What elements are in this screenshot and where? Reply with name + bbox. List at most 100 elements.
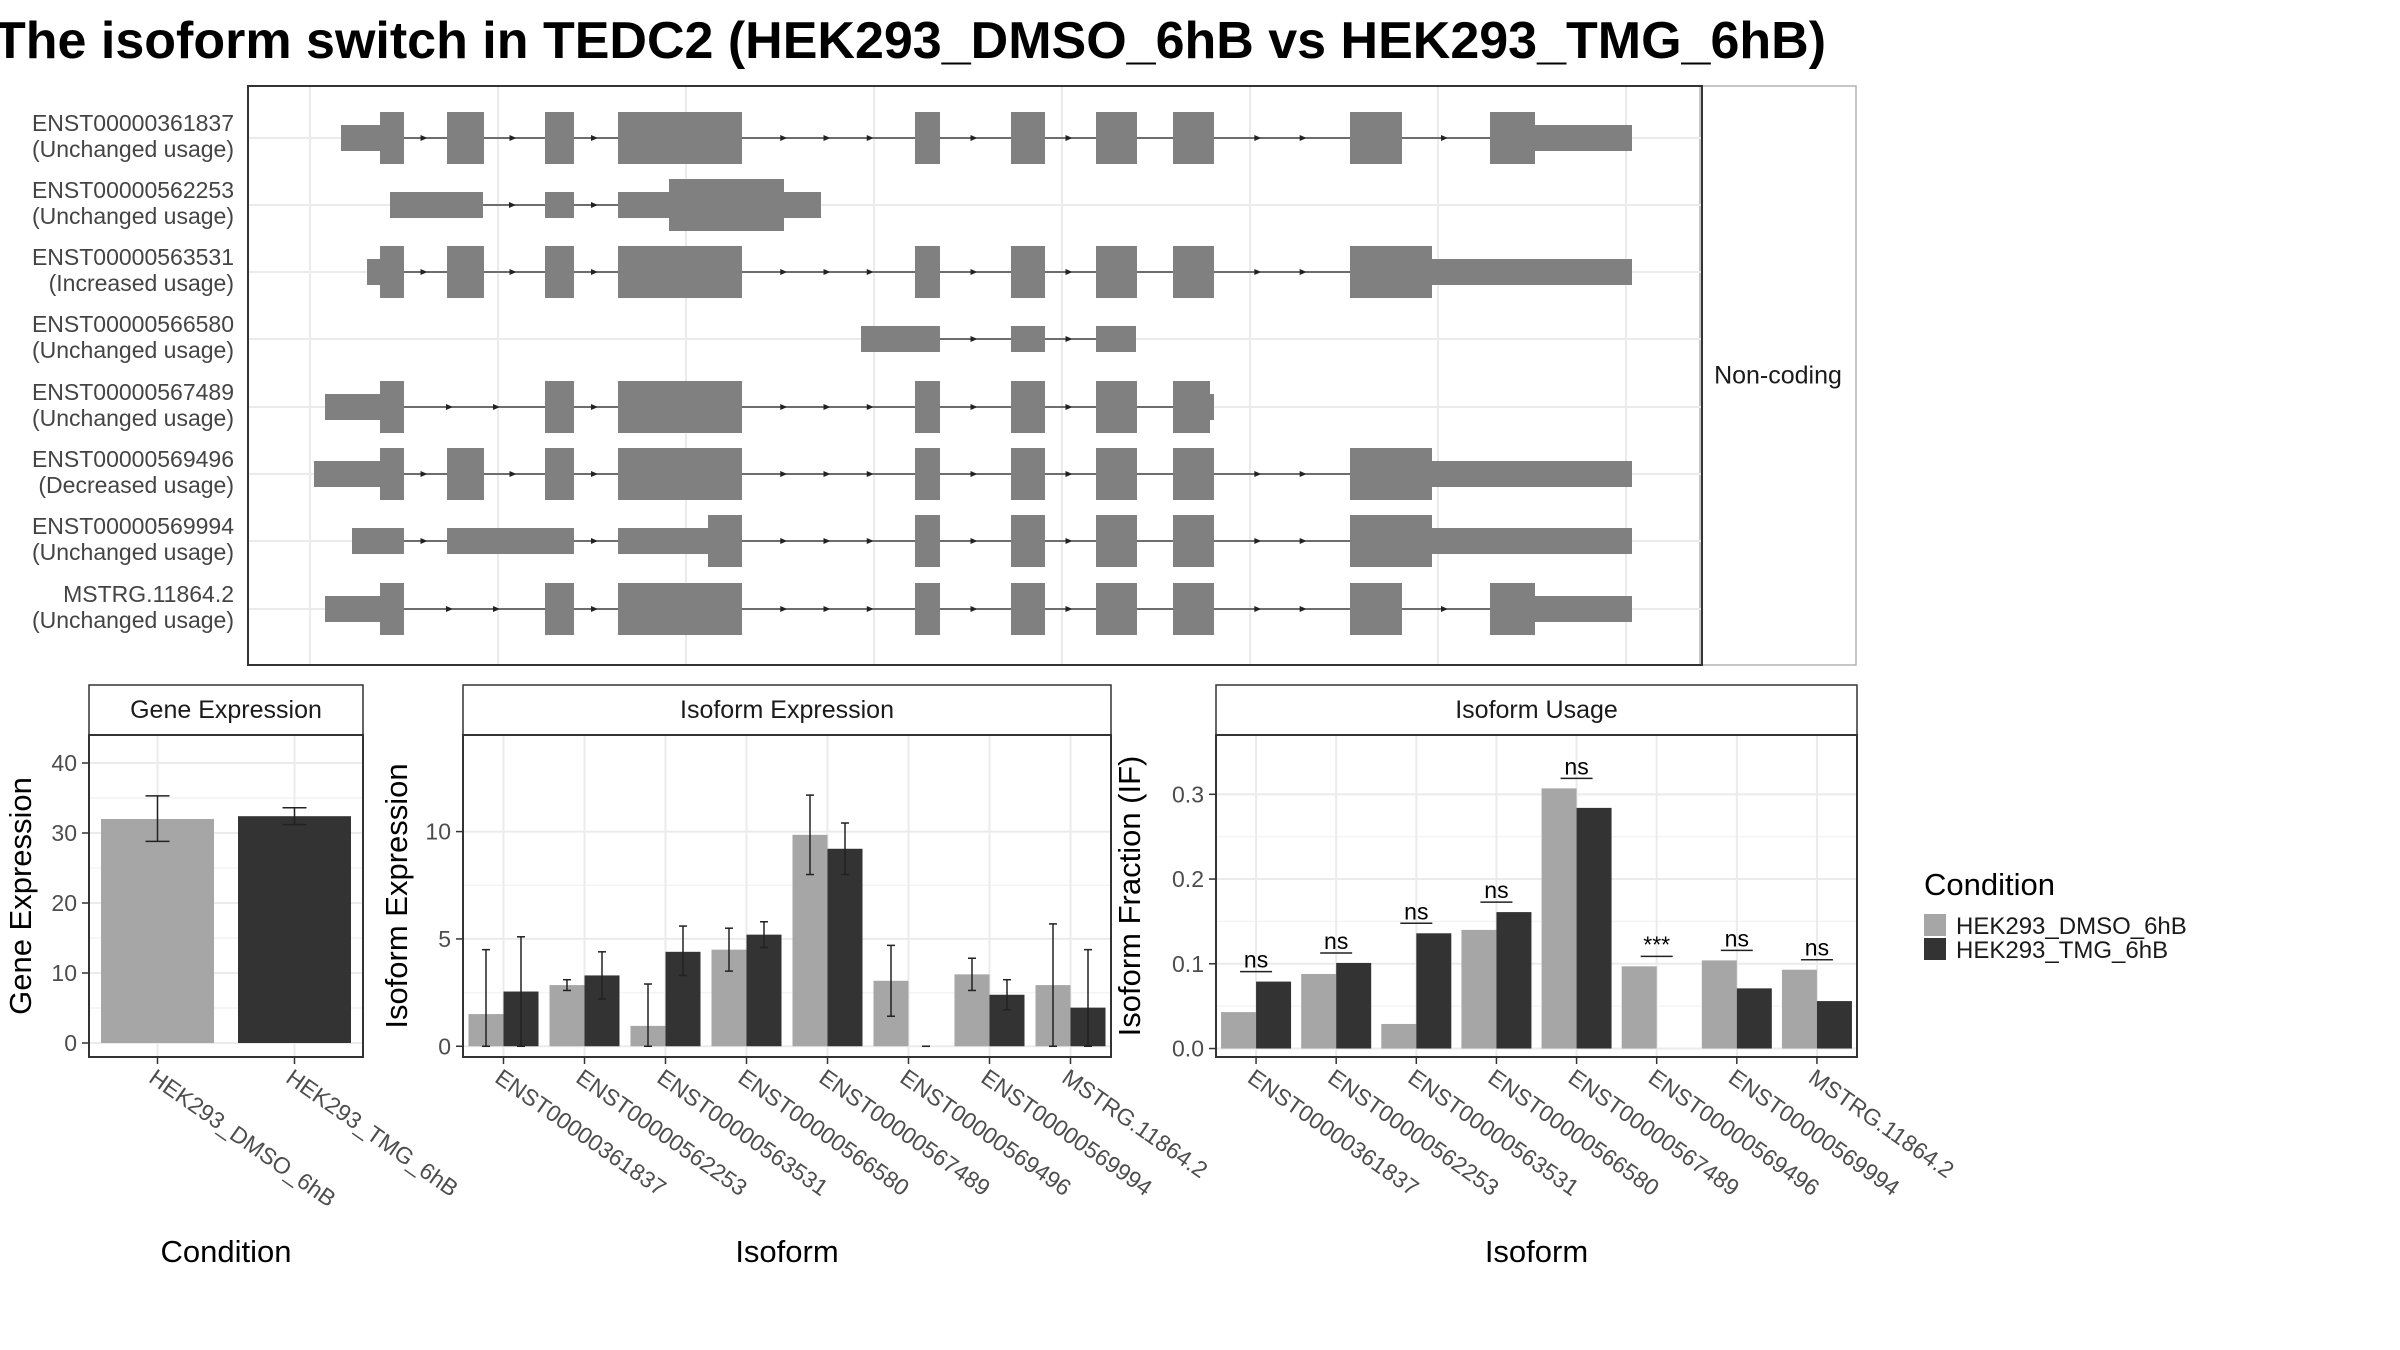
- intron-arrow: [780, 538, 788, 544]
- exon-block: [380, 381, 404, 433]
- y-tick-label: 20: [51, 890, 77, 916]
- exon-block: [618, 448, 742, 500]
- exon-block: [618, 583, 742, 635]
- transcript-id-label: ENST00000566580: [32, 311, 234, 337]
- intron-arrow: [866, 538, 874, 544]
- exon-block: [1011, 112, 1045, 164]
- exon-block: [341, 125, 380, 151]
- transcript-id-label: ENST00000569496: [32, 446, 234, 472]
- transcript-status-label: (Unchanged usage): [32, 607, 234, 633]
- exon-block: [1173, 246, 1214, 298]
- significance-label: ns: [1324, 928, 1348, 954]
- panel-strip: [88, 684, 364, 736]
- intron-arrow: [823, 404, 831, 410]
- bar: [1221, 1012, 1257, 1049]
- exon-block: [447, 112, 484, 164]
- panel-strip-title: Isoform Expression: [680, 696, 894, 724]
- figure-title: The isoform switch in TEDC2 (HEK293_DMSO…: [0, 12, 1826, 70]
- intron-arrow: [866, 606, 874, 612]
- intron-arrow: [1441, 606, 1448, 612]
- transcript-id-label: ENST00000569994: [32, 513, 234, 539]
- intron-arrow: [420, 135, 428, 141]
- intron-arrow: [970, 471, 978, 477]
- exon-block: [1096, 112, 1137, 164]
- bar: [1461, 929, 1497, 1049]
- bar: [1416, 933, 1452, 1049]
- intron-arrow: [591, 269, 598, 275]
- intron-arrow: [866, 404, 874, 410]
- exon-block: [447, 448, 484, 500]
- x-axis-title: Isoform: [1485, 1234, 1588, 1269]
- isoform-usage-panel: Isoform Usage0.00.10.20.3nsENST000003618…: [1112, 684, 1959, 1269]
- panel-strip-title: Gene Expression: [130, 696, 322, 724]
- y-tick-label: 0.3: [1172, 781, 1204, 807]
- exon-block: [1173, 515, 1214, 567]
- panel-border: [462, 734, 1112, 1058]
- y-tick-label: 5: [438, 926, 451, 952]
- exon-block: [618, 381, 742, 433]
- exon-block: [1011, 583, 1045, 635]
- y-tick-label: 0.1: [1172, 951, 1204, 977]
- exon-block: [1210, 394, 1214, 420]
- legend-label-tmg: HEK293_TMG_6hB: [1956, 937, 2168, 964]
- bar: [238, 816, 351, 1043]
- exon-block: [1096, 583, 1137, 635]
- panel-strip-title: Isoform Usage: [1455, 696, 1618, 724]
- intron-arrow: [780, 606, 788, 612]
- intron-arrow: [509, 269, 517, 275]
- transcript-id-label: ENST00000563531: [32, 244, 234, 270]
- legend-swatch-tmg: [1924, 938, 1946, 960]
- intron-arrow: [970, 135, 978, 141]
- intron-arrow: [1254, 538, 1262, 544]
- significance-label: ns: [1404, 898, 1428, 924]
- intron-arrow: [446, 404, 453, 410]
- exon-block: [380, 246, 404, 298]
- intron-arrow: [1065, 269, 1073, 275]
- significance-label: ***: [1643, 931, 1670, 957]
- exon-block: [618, 246, 742, 298]
- exon-block: [915, 246, 940, 298]
- intron-arrow: [1299, 471, 1307, 477]
- exon-block: [1173, 381, 1210, 433]
- intron-arrow: [970, 336, 978, 342]
- transcript-status-label: (Decreased usage): [38, 472, 234, 498]
- exon-block: [1011, 515, 1045, 567]
- intron-arrow: [866, 471, 874, 477]
- condition-legend: Condition HEK293_DMSO_6hB HEK293_TMG_6hB: [1924, 867, 2187, 964]
- transcript-status-label: (Unchanged usage): [32, 337, 234, 363]
- intron-arrow: [970, 606, 978, 612]
- exon-block: [314, 461, 380, 487]
- y-tick-label: 0: [438, 1033, 451, 1059]
- transcript-id-label: MSTRG.11864.2: [63, 581, 234, 607]
- y-axis-title: Isoform Expression: [379, 763, 414, 1028]
- bar: [1256, 981, 1292, 1049]
- exon-block: [380, 112, 404, 164]
- bar: [1301, 973, 1337, 1049]
- exon-block: [861, 326, 940, 352]
- facet-strip: [1699, 85, 1857, 666]
- transcript-id-label: ENST00000567489: [32, 379, 234, 405]
- intron-arrow: [823, 538, 831, 544]
- bar: [1576, 807, 1612, 1049]
- isoform-expression-panel: Isoform Expression0510ENST00000361837ENS…: [379, 684, 1213, 1269]
- intron-arrow: [823, 471, 831, 477]
- intron-arrow: [866, 135, 874, 141]
- intron-arrow: [493, 404, 500, 410]
- exon-block: [1096, 515, 1137, 567]
- exon-block: [1096, 246, 1137, 298]
- legend-swatch-dmso: [1924, 914, 1946, 936]
- intron-arrow: [493, 606, 500, 612]
- exon-block: [915, 381, 940, 433]
- exon-block: [545, 246, 574, 298]
- intron-arrow: [1254, 135, 1262, 141]
- exon-block: [915, 112, 940, 164]
- bar: [746, 934, 782, 1047]
- exon-block: [545, 583, 574, 635]
- exon-block: [447, 246, 484, 298]
- intron-arrow: [420, 269, 428, 275]
- bar: [1496, 912, 1532, 1049]
- transcript-status-label: (Unchanged usage): [32, 405, 234, 431]
- intron-arrow: [1299, 538, 1307, 544]
